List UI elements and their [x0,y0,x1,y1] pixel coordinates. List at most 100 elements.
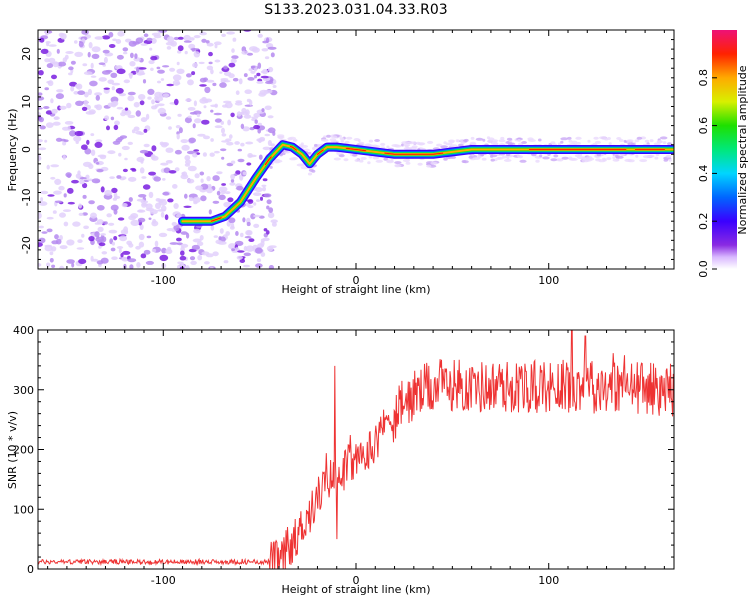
heatmap-noise-cell [137,217,146,223]
heatmap-noise-cell [130,52,134,59]
heatmap-noise-cell [253,192,262,197]
heatmap-noise-cell [248,68,253,72]
heatmap-noise-cell [116,175,122,179]
heatmap-halo-cell [653,142,661,146]
heatmap-noise-cell [176,68,185,75]
y-tick-label: 200 [13,444,34,457]
heatmap-halo-cell [550,141,556,145]
heatmap-noise-cell [136,198,145,202]
heatmap-noise-cell [243,114,252,119]
heatmap-halo-cell [620,153,625,157]
heatmap-noise-cell [180,231,188,235]
heatmap-noise-cell [71,262,75,268]
heatmap-noise-cell [208,61,213,65]
heatmap-noise-cell [230,179,235,183]
heatmap-noise-cell [262,146,271,151]
heatmap-noise-cell [194,173,200,179]
heatmap-noise-cell [122,250,131,255]
heatmap-noise-cell [142,79,147,84]
heatmap-noise-cell [113,236,118,241]
heatmap-noise-cell [105,69,113,73]
heatmap-noise-cell [230,160,236,164]
heatmap-noise-cell [166,83,174,87]
heatmap-noise-cell [60,33,67,40]
heatmap-noise-cell [85,111,95,115]
heatmap-noise-cell [256,80,264,84]
heatmap-noise-cell [38,263,42,267]
heatmap-noise-cell [111,82,121,86]
heatmap-noise-cell [46,63,54,69]
heatmap-noise-cell [262,186,266,192]
y-tick-label: -10 [20,188,33,206]
heatmap-noise-cell [38,92,43,96]
y-tick-label: 400 [13,324,34,337]
heatmap-noise-cell [135,130,143,135]
heatmap-noise-cell [38,112,41,116]
heatmap-noise-cell [118,248,122,254]
heatmap-noise-cell [191,71,196,76]
heatmap-noise-cell [180,139,189,144]
heatmap-noise-cell [250,70,256,74]
heatmap-noise-cell [78,203,82,209]
heatmap-halo-cell [401,141,410,145]
heatmap-noise-cell [262,178,268,182]
heatmap-halo-cell [277,136,284,140]
heatmap-noise-cell [40,48,49,55]
heatmap-halo-cell [519,159,527,163]
heatmap-noise-cell [260,75,269,79]
heatmap-noise-cell [226,162,234,167]
heatmap-noise-cell [38,116,44,123]
figure-title: S133.2023.031.04.33.R03 [264,2,447,18]
heatmap-noise-cell [264,105,272,111]
heatmap-noise-cell [220,78,229,81]
heatmap-noise-cell [140,253,147,259]
heatmap-noise-cell [111,187,118,193]
heatmap-noise-cell [222,104,228,108]
heatmap-halo-cell [340,139,345,143]
heatmap-halo-cell [506,137,513,141]
heatmap-noise-cell [143,128,148,133]
heatmap-halo-cell [390,158,394,162]
heatmap-noise-cell [110,247,116,252]
heatmap-noise-cell [154,91,163,98]
heatmap-noise-cell [78,258,87,264]
heatmap-noise-cell [195,185,203,191]
heatmap-noise-cell [74,51,84,58]
heatmap-noise-cell [173,203,179,209]
heatmap-noise-cell [168,170,177,174]
heatmap-noise-cell [206,42,214,47]
heatmap-noise-cell [106,125,110,131]
heatmap-noise-cell [133,57,141,62]
heatmap-noise-cell [50,176,56,180]
x-tick-label: 0 [353,274,360,287]
heatmap-noise-cell [102,49,110,54]
heatmap-noise-cell [232,37,237,42]
heatmap-noise-cell [245,245,255,252]
heatmap-ridge-core [264,156,272,166]
heatmap-halo-cell [599,136,607,140]
heatmap-halo-cell [498,139,506,143]
heatmap-noise-cell [212,82,217,87]
heatmap-noise-cell [196,241,204,246]
heatmap-noise-cell [176,61,180,66]
heatmap-halo-cell [368,139,374,143]
heatmap-noise-cell [45,41,51,44]
heatmap-noise-cell [98,245,102,249]
x-tick-label: 0 [353,574,360,587]
heatmap-noise-cell [267,46,277,50]
heatmap-noise-cell [46,164,50,170]
heatmap-noise-cell [254,119,258,124]
heatmap-noise-cell [59,212,66,218]
heatmap-noise-cell [192,62,198,68]
heatmap-noise-cell [231,248,236,252]
heatmap-noise-cell [200,178,204,183]
heatmap-noise-cell [189,111,197,115]
heatmap-noise-cell [59,245,68,250]
heatmap-halo-cell [596,153,601,157]
heatmap-halo-cell [344,140,350,144]
heatmap-noise-cell [196,113,201,118]
heatmap-noise-cell [261,184,267,187]
heatmap-noise-cell [172,184,178,189]
heatmap-noise-cell [124,109,132,116]
